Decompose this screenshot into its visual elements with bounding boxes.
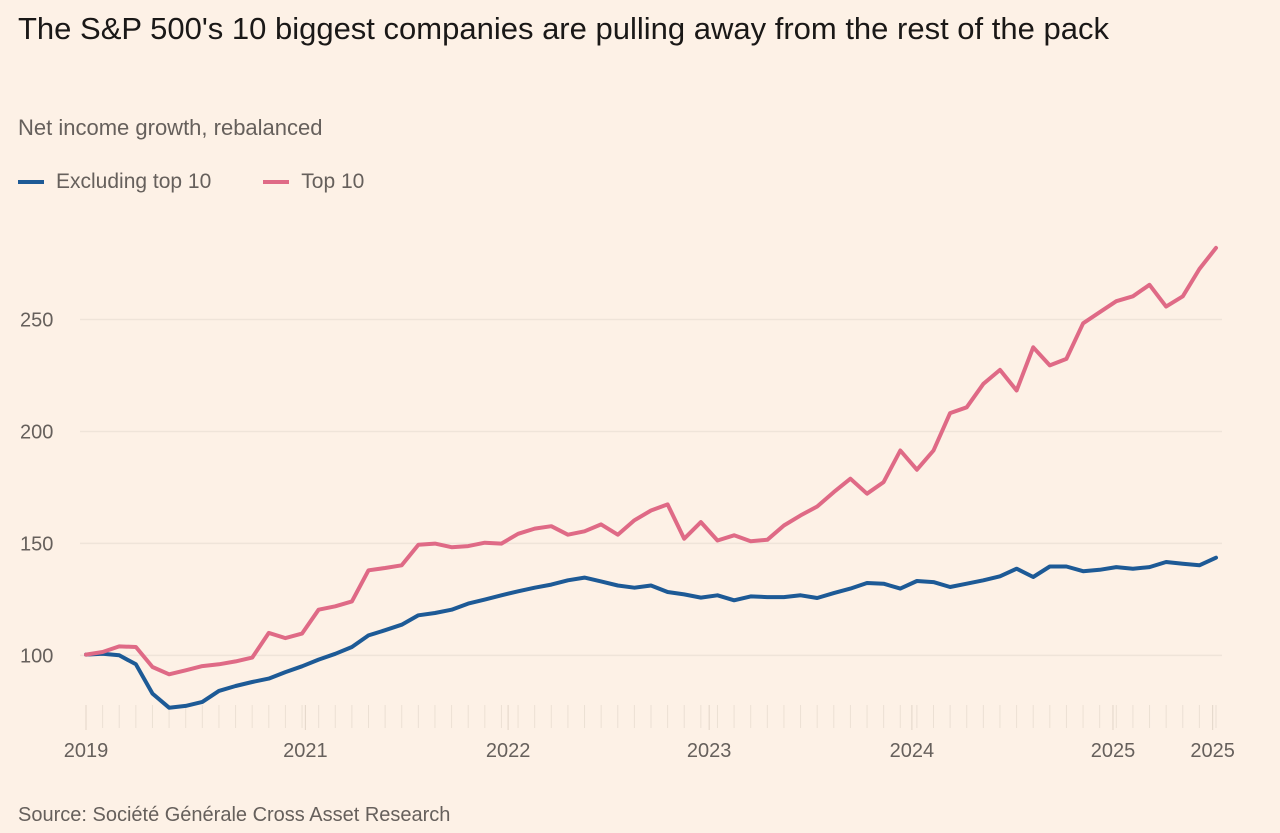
legend-label: Excluding top 10 [56,170,212,193]
x-tick-label: 2024 [890,740,935,762]
chart-subtitle: Net income growth, rebalanced [18,115,323,140]
legend-swatch [263,180,290,184]
chart-title: The S&P 500's 10 biggest companies are p… [18,11,1109,46]
legend-item-excluding-top-10: Excluding top 10 [18,170,211,194]
x-tick-label: 2021 [283,740,328,762]
legend-swatch [18,180,44,184]
y-tick-label: 200 [20,421,53,443]
x-tick-label: 2023 [687,740,732,762]
legend-label: Top 10 [301,170,365,193]
y-tick-label: 250 [20,310,53,332]
series-line-excluding-top-10 [84,555,1218,710]
source-note: Source: Société Générale Cross Asset Res… [18,804,451,826]
x-tick-label: 2025 [1091,740,1136,762]
x-tick-label: 2022 [486,740,531,762]
y-tick-label: 150 [20,533,53,555]
x-tick-label: 2025 [1190,740,1235,762]
series-line-top-10 [84,245,1218,677]
legend-item-top-10: Top 10 [263,170,364,194]
legend: Excluding top 10 Top 10 [18,170,364,194]
x-tick-label: 2019 [64,740,109,762]
y-tick-label: 100 [20,645,53,667]
